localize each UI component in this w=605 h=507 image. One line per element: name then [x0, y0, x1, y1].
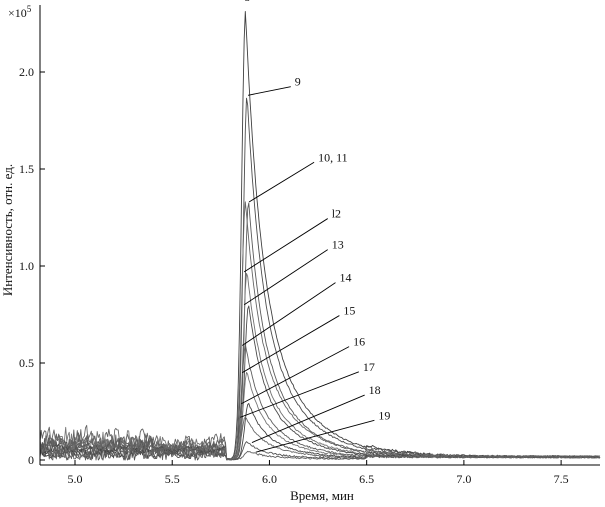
annotation-leader-line: [243, 218, 328, 273]
annotation-label: 15: [343, 304, 355, 318]
x-tick-label: 5.5: [165, 472, 180, 486]
y-tick-label: 0.5: [19, 356, 34, 370]
annotation-label: 13: [332, 238, 344, 252]
x-axis-title: Время, мин: [290, 488, 354, 503]
annotation-leader-line: [240, 371, 359, 418]
y-scale-exponent: 5: [27, 4, 32, 14]
annotation-leader-line: [251, 394, 365, 443]
series-group: [39, 11, 601, 461]
annotation-label: 8: [244, 0, 250, 4]
chromatogram-trace: [39, 272, 601, 461]
y-tick-label: 2.0: [19, 65, 34, 79]
annotation-label: 9: [295, 75, 301, 89]
chromatogram-trace: [39, 428, 600, 461]
y-scale-factor: ×105: [8, 4, 32, 20]
y-tick-label: 0: [28, 453, 34, 467]
annotation-label: 18: [369, 383, 381, 397]
annotation-leaders: [240, 86, 375, 453]
x-tick-label: 7.5: [554, 472, 569, 486]
annotation-leader-line: [241, 282, 336, 346]
annotation-label: 16: [353, 335, 365, 349]
y-axis-ticks: 0 0.5 1.0 1.5 2.0: [19, 65, 45, 467]
annotation-label: 14: [340, 271, 352, 285]
annotation-leader-line: [241, 315, 340, 374]
y-tick-label: 1.0: [19, 259, 34, 273]
annotation-labels: 8 9 10, 11 l2 13 14 15 16 17 18 19: [244, 0, 390, 422]
chromatogram-trace: [39, 11, 601, 460]
annotation-leader-line: [255, 419, 375, 453]
annotation-label: l2: [332, 207, 341, 221]
annotation-label: 17: [363, 360, 375, 374]
x-tick-label: 6.5: [359, 472, 374, 486]
annotation-leader-line: [247, 86, 291, 96]
x-axis-ticks: 5.0 5.5 6.0 6.5 7.0 7.5: [68, 460, 569, 486]
y-scale-label: ×10: [8, 6, 27, 20]
chromatogram-trace: [39, 201, 601, 461]
annotation-label: 10, 11: [318, 150, 348, 164]
chromatogram-trace: [39, 202, 601, 461]
annotation-leader-line: [243, 249, 328, 306]
x-tick-label: 5.0: [68, 472, 83, 486]
x-tick-label: 6.0: [262, 472, 277, 486]
annotation-leader-line: [241, 346, 350, 405]
annotation-leader-line: [248, 161, 315, 203]
y-axis-title: Интенсивность, отн. ед.: [0, 164, 15, 296]
annotation-label: 19: [378, 408, 390, 422]
x-tick-label: 7.0: [456, 472, 471, 486]
y-tick-label: 1.5: [19, 162, 34, 176]
